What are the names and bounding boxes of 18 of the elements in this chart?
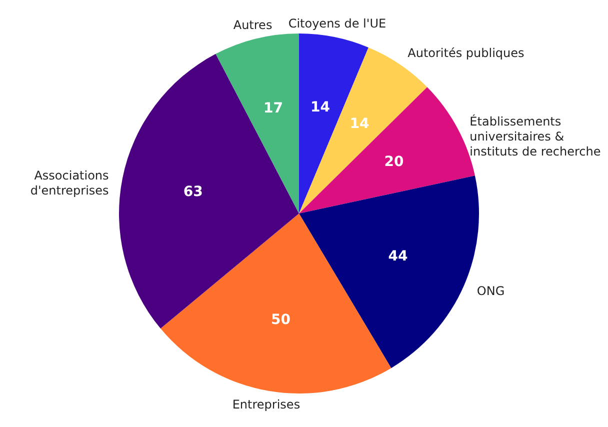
data-label: 50 — [271, 312, 291, 328]
slice-label: ONG — [476, 284, 505, 298]
slice-label: Citoyens de l'UE — [288, 16, 386, 30]
pie-slice — [299, 34, 368, 214]
data-label: 14 — [350, 116, 370, 132]
data-label: 14 — [310, 100, 330, 116]
slice-label: Autorités publiques — [408, 46, 524, 60]
data-label: 17 — [264, 100, 284, 117]
slice-label: Autres — [233, 18, 272, 32]
data-label: 20 — [384, 154, 404, 170]
slice-label: Associations d'entreprises — [30, 168, 109, 198]
pie-slice — [119, 54, 299, 329]
slice-label: Entreprises — [232, 398, 300, 412]
pie-slice — [216, 34, 299, 214]
slice-label: Établissements universitaires & instituts de recherche — [470, 113, 601, 158]
data-label: 63 — [183, 184, 203, 200]
pie-slice — [299, 176, 479, 368]
data-label: 44 — [388, 248, 408, 265]
